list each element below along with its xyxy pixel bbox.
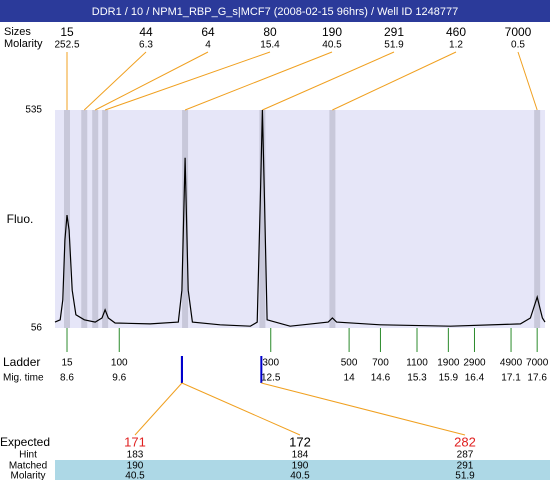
y-tick-label: 535: [25, 105, 42, 116]
ladder-size: 500: [341, 358, 358, 369]
peak-molarity: 15.4: [260, 40, 280, 51]
peak-band: [259, 110, 266, 328]
molarity-band: [55, 471, 550, 480]
table-molarity-label: Molarity: [10, 471, 45, 480]
matched-label: Matched: [9, 461, 47, 472]
ladder-time: 15.9: [439, 373, 459, 384]
peak-molarity: 51.9: [384, 40, 404, 51]
ladder-size: 700: [372, 358, 389, 369]
molarity-value: 51.9: [455, 471, 475, 480]
peak-molarity: 40.5: [322, 40, 342, 51]
ladder-time: 17.6: [527, 373, 547, 384]
ladder-size: 4900: [500, 358, 523, 369]
ladder-size: 7000: [526, 358, 549, 369]
ladder-time: 9.6: [112, 373, 126, 384]
peak-size: 190: [322, 25, 342, 39]
mig-time-label: Mig. time: [3, 373, 44, 384]
ladder-time: 15.3: [407, 373, 427, 384]
trace: [54, 109, 546, 327]
peak-molarity: 0.5: [511, 40, 525, 51]
ladder-label: Ladder: [3, 355, 40, 369]
y-tick-label: 56: [31, 323, 43, 334]
ladder-time: 17.1: [501, 373, 521, 384]
peak-connector: [184, 51, 333, 111]
ladder-time: 8.6: [60, 373, 74, 384]
ladder-size: 300: [262, 358, 279, 369]
ladder-time: 16.4: [465, 373, 485, 384]
peak-size: 44: [139, 25, 153, 39]
peak-band: [534, 110, 541, 328]
sizes-label: Sizes: [4, 26, 31, 38]
peak-size: 291: [384, 25, 404, 39]
peak-connector: [83, 51, 147, 111]
expected-label: Expected: [0, 435, 50, 449]
match-connector: [261, 382, 466, 436]
expected-value: 171: [124, 434, 146, 449]
matched-value: 190: [292, 461, 309, 472]
matched-value: 190: [127, 461, 144, 472]
expected-value: 172: [289, 434, 311, 449]
peak-connector: [517, 51, 538, 111]
ladder-size: 1900: [437, 358, 460, 369]
peak-molarity: 1.2: [449, 40, 463, 51]
match-connector: [181, 382, 301, 436]
peak-size: 7000: [505, 25, 532, 39]
hint-value: 183: [127, 450, 144, 461]
ladder-size: 100: [111, 358, 128, 369]
peak-molarity: 6.3: [139, 40, 153, 51]
expected-value: 282: [454, 434, 476, 449]
matched-value: 291: [457, 461, 474, 472]
ladder-time: 14.6: [371, 373, 391, 384]
ladder-size: 1100: [406, 358, 428, 369]
title-bar: [0, 0, 550, 22]
ladder-size: 15: [61, 358, 73, 369]
peak-band: [81, 110, 88, 328]
peak-molarity: 252.5: [54, 40, 79, 51]
peak-size: 80: [263, 25, 277, 39]
chart-title: DDR1 / 10 / NPM1_RBP_G_s|MCF7 (2008-02-1…: [92, 6, 458, 18]
peak-connector: [262, 51, 395, 111]
peak-band: [329, 110, 336, 328]
peak-band: [92, 110, 99, 328]
peak-band: [182, 110, 189, 328]
ladder-time: 14: [344, 373, 356, 384]
peak-connector: [94, 51, 209, 111]
hint-value: 287: [457, 450, 474, 461]
molarity-label: Molarity: [4, 38, 43, 50]
peak-size: 15: [60, 25, 74, 39]
peak-molarity: 4: [205, 40, 211, 51]
plot-area: [55, 110, 545, 328]
ladder-size: 2900: [463, 358, 486, 369]
hint-value: 184: [292, 450, 309, 461]
molarity-value: 40.5: [125, 471, 145, 480]
peak-size: 64: [201, 25, 215, 39]
y-axis-label: Fluo.: [7, 212, 34, 226]
molarity-value: 40.5: [290, 471, 310, 480]
peak-band: [102, 110, 109, 328]
peak-connector: [104, 51, 271, 111]
peak-connector: [332, 51, 457, 111]
matched-band: [55, 460, 550, 471]
peak-size: 460: [446, 25, 466, 39]
hint-label: Hint: [19, 450, 37, 461]
match-connector: [134, 382, 183, 436]
ladder-time: 12.5: [261, 373, 281, 384]
